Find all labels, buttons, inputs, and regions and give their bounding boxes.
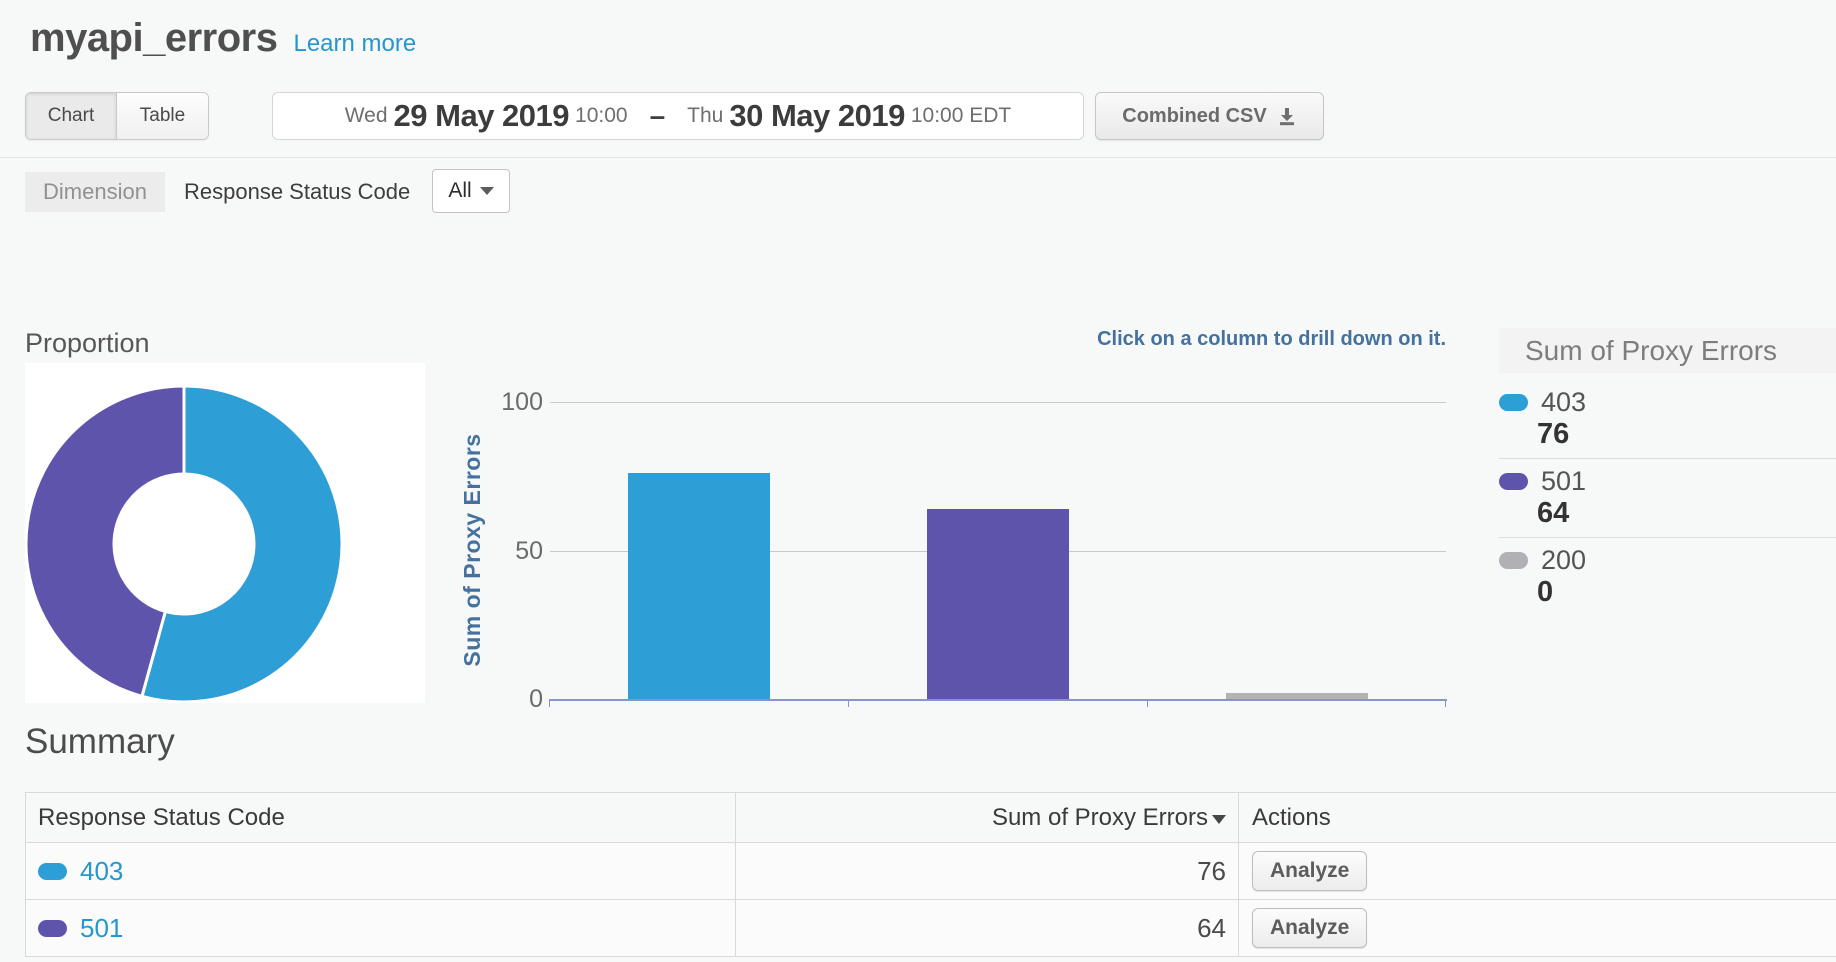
legend-value: 76 <box>1537 418 1570 450</box>
date-start-date: 29 May 2019 <box>393 98 570 133</box>
x-axis-tick <box>549 701 550 707</box>
summary-title: Summary <box>25 722 175 761</box>
page-title: myapi_errors <box>30 16 278 60</box>
legend-swatch <box>1499 551 1528 569</box>
summary-table-header: Response Status Code Sum of Proxy Errors… <box>26 793 1836 843</box>
legend-item: 501 64 <box>1499 466 1836 538</box>
bar-200[interactable] <box>1225 693 1368 699</box>
legend: Sum of Proxy Errors 403 76 501 64 200 0 <box>1499 328 1836 623</box>
status-code-link[interactable]: 501 <box>80 912 124 943</box>
title-row: myapi_errors Learn more <box>30 16 416 61</box>
date-range-separator: – <box>649 100 666 131</box>
proportion-title: Proportion <box>25 328 150 358</box>
drill-hint: Click on a column to drill down on it. <box>1097 328 1446 350</box>
legend-item: 403 76 <box>1499 387 1836 459</box>
bar-501[interactable] <box>927 508 1069 699</box>
legend-swatch <box>1499 393 1528 411</box>
bar-403[interactable] <box>628 473 771 699</box>
summary-table-body: 403 76 Analyze 501 64 Analyze <box>26 843 1836 957</box>
legend-value: 64 <box>1537 497 1570 529</box>
x-axis-tick <box>848 701 849 707</box>
y-tick-50: 50 <box>515 536 543 565</box>
analyze-button[interactable]: Analyze <box>1252 851 1368 891</box>
bar-chart <box>550 402 1446 699</box>
dimension-name: Response Status Code <box>184 179 411 204</box>
column-header-actions: Actions <box>1252 803 1331 831</box>
combined-csv-button[interactable]: Combined CSV <box>1095 92 1324 140</box>
summary-table: Response Status Code Sum of Proxy Errors… <box>25 792 1836 957</box>
date-end-time: 10:00 EDT <box>910 104 1012 127</box>
legend-value: 0 <box>1537 576 1554 608</box>
date-start-time: 10:00 <box>575 104 628 127</box>
chevron-down-icon <box>479 187 494 195</box>
column-header-response-status-code: Response Status Code <box>38 803 285 831</box>
header-divider <box>0 157 1836 158</box>
column-header-sum-of-proxy-errors[interactable]: Sum of Proxy Errors <box>736 793 1239 842</box>
dimension-filter-select[interactable]: All <box>432 169 510 213</box>
legend-item: 200 0 <box>1499 545 1836 616</box>
date-end-date: 30 May 2019 <box>729 98 905 133</box>
donut-slice-403[interactable] <box>140 384 344 704</box>
dimension-label: Dimension <box>25 172 165 212</box>
gridline <box>550 402 1446 403</box>
x-axis-tick <box>1445 701 1446 707</box>
date-start-day: Wed <box>344 104 388 127</box>
view-toggle: Chart Table <box>25 92 209 140</box>
y-tick-0: 0 <box>529 685 543 713</box>
donut-slice-501[interactable] <box>24 384 186 699</box>
row-value: 76 <box>1197 855 1226 886</box>
legend-label: 501 <box>1541 465 1587 496</box>
table-row: 403 76 Analyze <box>26 843 1836 900</box>
legend-label: 200 <box>1541 544 1587 575</box>
dimension-filter-value: All <box>448 179 472 202</box>
y-tick-100: 100 <box>501 388 543 416</box>
donut-chart <box>24 384 344 704</box>
status-pill <box>38 862 67 880</box>
download-icon <box>1279 108 1294 126</box>
analyze-button[interactable]: Analyze <box>1252 908 1368 948</box>
table-row: 501 64 Analyze <box>26 900 1836 957</box>
legend-swatch <box>1499 472 1528 490</box>
status-pill <box>38 919 67 937</box>
learn-more-link[interactable]: Learn more <box>293 30 417 57</box>
combined-csv-label: Combined CSV <box>1122 104 1267 127</box>
x-axis-line <box>549 699 1447 701</box>
tab-chart[interactable]: Chart <box>26 93 117 139</box>
status-code-link[interactable]: 403 <box>80 855 124 886</box>
sort-desc-icon <box>1212 815 1226 824</box>
legend-items: 403 76 501 64 200 0 <box>1499 387 1836 616</box>
x-axis-tick <box>1147 701 1148 707</box>
row-value: 64 <box>1197 912 1226 943</box>
legend-title: Sum of Proxy Errors <box>1499 328 1836 373</box>
charts-section: Proportion Click on a column to drill do… <box>0 212 1836 713</box>
legend-label: 403 <box>1541 386 1587 417</box>
date-end-day: Thu <box>687 104 724 127</box>
date-range-picker[interactable]: Wed 29 May 2019 10:00 – Thu 30 May 2019 … <box>272 92 1084 140</box>
proportion-card <box>24 363 425 704</box>
tab-table[interactable]: Table <box>117 93 208 139</box>
